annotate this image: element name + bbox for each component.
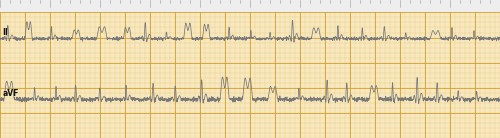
Text: aVF: aVF xyxy=(2,89,19,98)
Bar xyxy=(0,0,500,12)
Text: II: II xyxy=(2,28,8,37)
